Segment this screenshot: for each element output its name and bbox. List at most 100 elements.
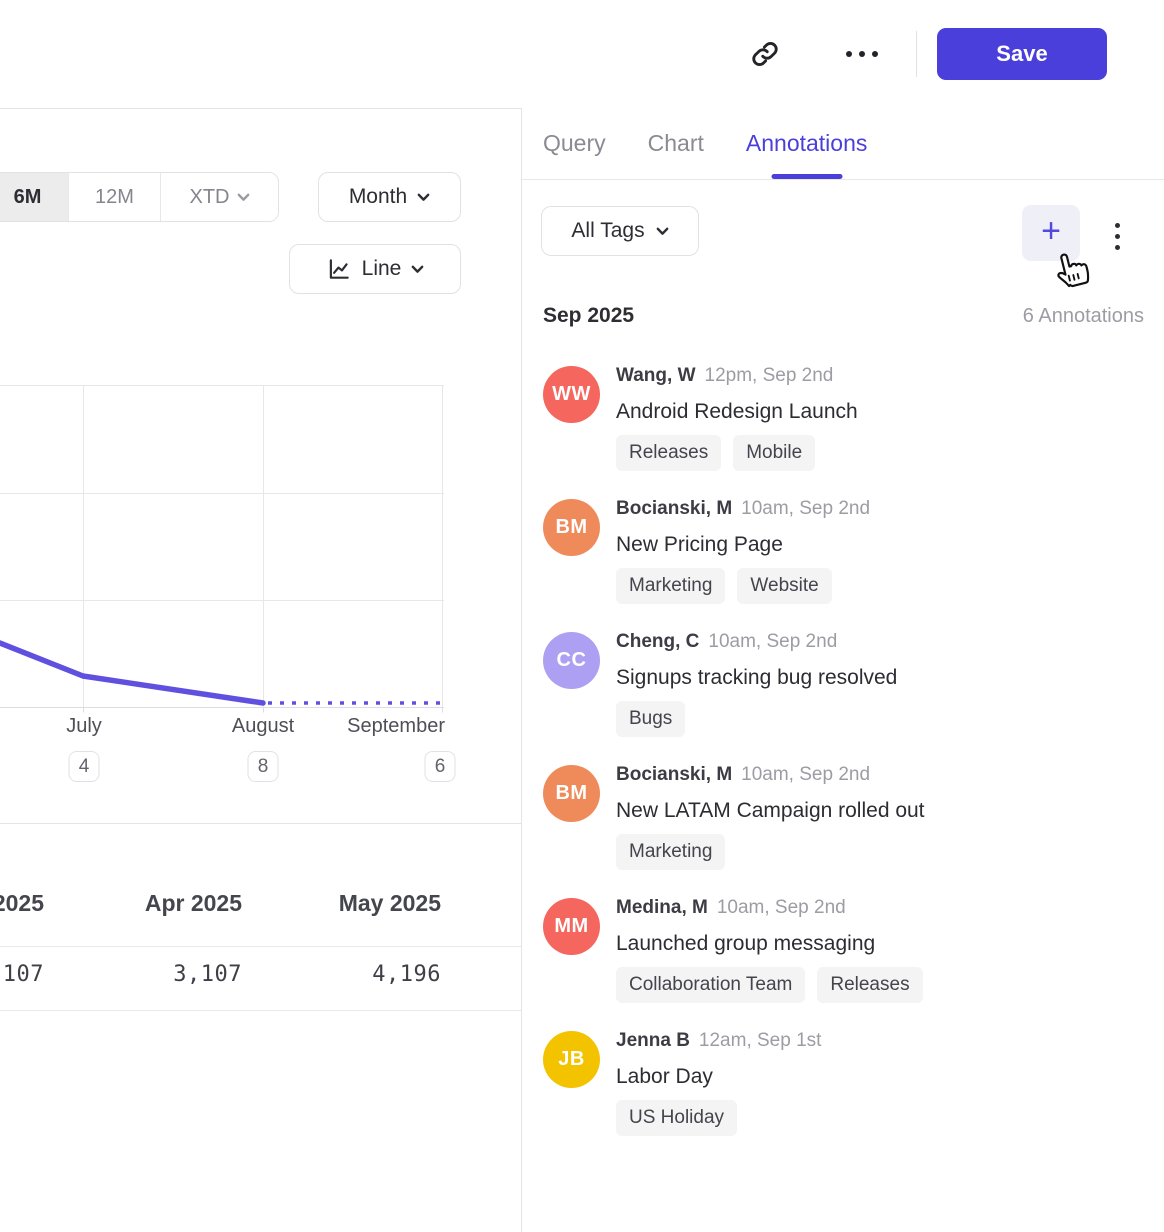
interval-dropdown[interactable]: Month bbox=[318, 172, 461, 222]
more-options-button[interactable] bbox=[838, 40, 886, 68]
save-button[interactable]: Save bbox=[937, 28, 1107, 80]
table-header-col1: 2025 bbox=[0, 890, 44, 916]
annotation-header: Medina, M 10am, Sep 2nd bbox=[616, 897, 923, 919]
annotation-tag[interactable]: Releases bbox=[817, 967, 923, 1003]
avatar-initials: WW bbox=[552, 383, 591, 405]
annotation-tag[interactable]: Website bbox=[737, 568, 832, 604]
annotation-list-item[interactable]: WW Wang, W 12pm, Sep 2nd Android Redesig… bbox=[543, 364, 1148, 471]
x-axis-label-august: August bbox=[231, 715, 295, 737]
tab-chart[interactable]: Chart bbox=[648, 108, 704, 179]
annotation-tag[interactable]: Bugs bbox=[616, 701, 686, 737]
table-bottom-border bbox=[0, 1010, 521, 1011]
tab-annotations[interactable]: Annotations bbox=[746, 108, 867, 179]
annotation-timestamp: 10am, Sep 2nd bbox=[741, 498, 871, 519]
range-tab-xtd-label: XTD bbox=[189, 185, 230, 208]
chevron-down-icon bbox=[237, 193, 249, 201]
annotation-author: Jenna B bbox=[616, 1030, 690, 1051]
annotation-count-badge-september[interactable]: 6 bbox=[424, 751, 456, 782]
annotation-title[interactable]: New Pricing Page bbox=[616, 533, 783, 556]
table-value-col2: 3,107 bbox=[173, 962, 242, 987]
annotation-tag[interactable]: Marketing bbox=[616, 568, 726, 604]
annotation-count-badge-july[interactable]: 4 bbox=[68, 751, 100, 782]
avatar-initials: BM bbox=[555, 516, 588, 538]
range-tab-xtd[interactable]: XTD bbox=[161, 173, 278, 221]
annotation-list-item[interactable]: BM Bocianski, M 10am, Sep 2nd New LATAM … bbox=[543, 763, 1148, 870]
chevron-down-icon bbox=[417, 193, 430, 201]
avatar: BM bbox=[543, 499, 600, 556]
annotation-author: Bocianski, M bbox=[616, 764, 733, 785]
annotation-author: Wang, W bbox=[616, 365, 696, 386]
avatar: CC bbox=[543, 632, 600, 689]
tag-filter-label: All Tags bbox=[571, 219, 645, 242]
annotation-content: Jenna B 12am, Sep 1st Labor Day US Holid… bbox=[616, 1029, 821, 1136]
table-row-divider bbox=[0, 946, 521, 947]
annotation-tag[interactable]: Releases bbox=[616, 435, 722, 471]
line-chart-icon bbox=[329, 259, 349, 279]
annotation-title[interactable]: Signups tracking bug resolved bbox=[616, 666, 898, 689]
annotation-count-badge-august[interactable]: 8 bbox=[247, 751, 279, 782]
chevron-down-icon bbox=[411, 265, 424, 273]
annotation-list-item[interactable]: CC Cheng, C 10am, Sep 2nd Signups tracki… bbox=[543, 630, 1148, 737]
annotation-content: Medina, M 10am, Sep 2nd Launched group m… bbox=[616, 896, 923, 1003]
avatar: BM bbox=[543, 765, 600, 822]
annotation-title[interactable]: Android Redesign Launch bbox=[616, 400, 858, 423]
add-annotation-button[interactable]: + bbox=[1022, 205, 1080, 261]
annotation-tag[interactable]: Mobile bbox=[733, 435, 816, 471]
avatar-initials: BM bbox=[555, 782, 588, 804]
annotation-tag[interactable]: Collaboration Team bbox=[616, 967, 806, 1003]
avatar: WW bbox=[543, 366, 600, 423]
header-divider bbox=[916, 31, 917, 77]
annotation-content: Wang, W 12pm, Sep 2nd Android Redesign L… bbox=[616, 364, 858, 471]
link-icon bbox=[752, 42, 778, 66]
avatar-initials: JB bbox=[558, 1048, 585, 1070]
annotation-group-header: Sep 2025 6 Annotations bbox=[543, 304, 1144, 328]
annotation-author: Cheng, C bbox=[616, 631, 700, 652]
annotation-title[interactable]: New LATAM Campaign rolled out bbox=[616, 799, 925, 822]
annotation-timestamp: 10am, Sep 2nd bbox=[741, 764, 871, 785]
annotation-author: Bocianski, M bbox=[616, 498, 733, 519]
annotation-timestamp: 12am, Sep 1st bbox=[698, 1030, 822, 1051]
annotation-title[interactable]: Launched group messaging bbox=[616, 932, 876, 955]
tab-query[interactable]: Query bbox=[543, 108, 606, 179]
avatar: MM bbox=[543, 898, 600, 955]
date-range-segmented-control: 6M 12M XTD bbox=[0, 172, 279, 222]
annotation-timestamp: 10am, Sep 2nd bbox=[708, 631, 838, 652]
avatar-initials: MM bbox=[554, 915, 589, 937]
annotation-tags: Collaboration Team Releases bbox=[616, 967, 923, 1003]
copy-link-button[interactable] bbox=[746, 36, 784, 72]
avatar: JB bbox=[543, 1031, 600, 1088]
chart-panel: 6M 12M XTD Month Line July August Sep bbox=[0, 108, 521, 1232]
chart-type-dropdown[interactable]: Line bbox=[289, 244, 461, 294]
annotation-header: Bocianski, M 10am, Sep 2nd bbox=[616, 498, 870, 520]
annotation-count-label: 6 Annotations bbox=[1022, 305, 1144, 327]
annotation-tags: Bugs bbox=[616, 701, 897, 737]
annotation-list-item[interactable]: JB Jenna B 12am, Sep 1st Labor Day US Ho… bbox=[543, 1029, 1148, 1136]
annotation-tag[interactable]: US Holiday bbox=[616, 1100, 738, 1136]
range-tab-12m[interactable]: 12M bbox=[69, 173, 161, 221]
annotation-header: Bocianski, M 10am, Sep 2nd bbox=[616, 764, 925, 786]
annotation-list-item[interactable]: BM Bocianski, M 10am, Sep 2nd New Pricin… bbox=[543, 497, 1148, 604]
annotation-author: Medina, M bbox=[616, 897, 708, 918]
annotation-timestamp: 12pm, Sep 2nd bbox=[704, 365, 834, 386]
annotation-title[interactable]: Labor Day bbox=[616, 1065, 713, 1088]
annotation-tag[interactable]: Marketing bbox=[616, 834, 726, 870]
group-month-label: Sep 2025 bbox=[543, 304, 635, 327]
annotation-tags: Marketing Website bbox=[616, 568, 870, 604]
annotation-list-item[interactable]: MM Medina, M 10am, Sep 2nd Launched grou… bbox=[543, 896, 1148, 1003]
trend-line-chart bbox=[0, 385, 444, 713]
x-axis-label-july: July bbox=[66, 715, 102, 737]
range-tab-6m[interactable]: 6M bbox=[0, 173, 69, 221]
annotations-menu-button[interactable] bbox=[1103, 214, 1131, 258]
annotation-header: Jenna B 12am, Sep 1st bbox=[616, 1030, 821, 1052]
table-header-col3: May 2025 bbox=[338, 890, 441, 916]
table-top-border bbox=[0, 823, 521, 824]
annotations-panel: Query Chart Annotations All Tags + Sep 2… bbox=[521, 108, 1164, 1232]
annotation-content: Bocianski, M 10am, Sep 2nd New Pricing P… bbox=[616, 497, 870, 604]
annotation-header: Cheng, C 10am, Sep 2nd bbox=[616, 631, 897, 653]
annotation-tags: Releases Mobile bbox=[616, 435, 858, 471]
annotation-tags: US Holiday bbox=[616, 1100, 821, 1136]
annotation-header: Wang, W 12pm, Sep 2nd bbox=[616, 365, 858, 387]
table-header-col2: Apr 2025 bbox=[144, 890, 242, 916]
tag-filter-dropdown[interactable]: All Tags bbox=[541, 206, 699, 256]
